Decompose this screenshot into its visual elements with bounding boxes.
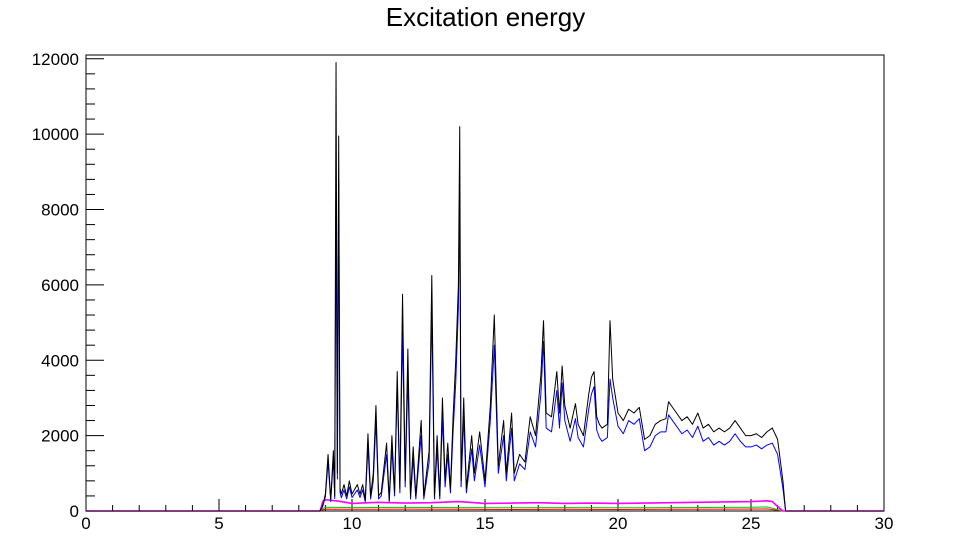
x-tick-label: 15: [476, 514, 495, 533]
x-tick-label: 25: [742, 514, 761, 533]
series-line-black: [86, 62, 884, 512]
y-tick-label: 8000: [41, 201, 79, 220]
x-tick-label: 5: [214, 514, 223, 533]
y-tick-label: 10000: [32, 125, 79, 144]
series-line-blue: [86, 180, 884, 512]
chart-title: Excitation energy: [385, 2, 586, 32]
x-tick-label: 30: [875, 514, 894, 533]
y-tick-label: 12000: [32, 50, 79, 69]
x-tick-label: 0: [81, 514, 90, 533]
x-axis-ticks: 0 5 10 15 20 25 30: [81, 499, 893, 533]
y-tick-label: 2000: [41, 427, 79, 446]
y-tick-label: 4000: [41, 351, 79, 370]
y-tick-label: 6000: [41, 276, 79, 295]
x-tick-label: 20: [609, 514, 628, 533]
y-tick-label: 0: [70, 502, 79, 521]
x-tick-label: 10: [343, 514, 362, 533]
series-layer: [86, 62, 884, 512]
series-line-green: [86, 506, 884, 512]
plot-frame: [85, 54, 885, 512]
y-axis-ticks: 0 2000 4000 6000 8000 10000 12000: [32, 50, 104, 521]
series-line-magenta: [86, 498, 884, 512]
series-line-red: [86, 508, 884, 512]
